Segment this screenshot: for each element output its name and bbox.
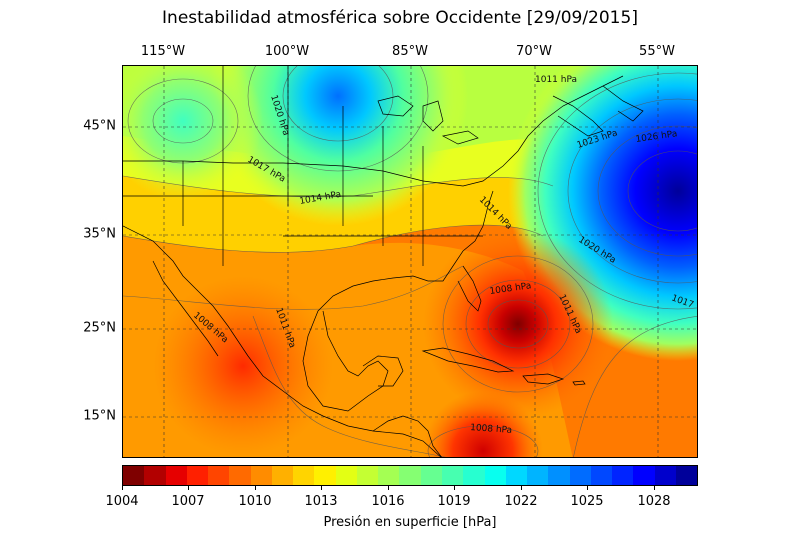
colorbar [122, 465, 698, 486]
longitude-label: 100°W [264, 44, 310, 59]
colorbar-tick [255, 486, 256, 490]
colorbar-tick-label: 1028 [637, 494, 671, 509]
colorbar-tick-label: 1025 [570, 494, 604, 509]
colorbar-tick-label: 1022 [504, 494, 538, 509]
colorbar-swatch [186, 466, 209, 485]
colorbar-swatch [208, 466, 230, 485]
colorbar-tick-label: 1016 [371, 494, 405, 509]
longitude-label: 70°W [516, 44, 552, 59]
colorbar-swatch [335, 466, 357, 485]
colorbar-swatch [144, 466, 166, 485]
colorbar-swatch [675, 466, 698, 485]
colorbar-tick [654, 486, 655, 490]
colorbar-tick [321, 486, 322, 490]
colorbar-swatch [569, 466, 591, 485]
coastlines [123, 66, 644, 457]
longitude-label: 55°W [639, 44, 675, 59]
colorbar-swatch [654, 466, 676, 485]
colorbar-swatch [633, 466, 655, 485]
colorbar-tick-label: 1007 [171, 494, 205, 509]
colorbar-tick [587, 486, 588, 490]
colorbar-tick [122, 486, 123, 490]
isobar-lines [123, 66, 697, 457]
latitude-label: 45°N [83, 118, 116, 134]
colorbar-swatch [378, 466, 400, 485]
colorbar-swatch [505, 466, 528, 485]
colorbar-tick [521, 486, 522, 490]
pressure-map: 1011 hPa 1020 hPa 1023 hPa 1026 hPa 1017… [122, 65, 698, 458]
colorbar-swatch [612, 466, 634, 485]
colorbar-swatch [548, 466, 570, 485]
colorbar-tick-label: 1010 [238, 494, 272, 509]
colorbar-swatch [293, 466, 315, 485]
colorbar-swatch [441, 466, 464, 485]
latitude-label: 15°N [83, 408, 116, 424]
latitude-label: 35°N [83, 226, 116, 242]
colorbar-swatch [420, 466, 442, 485]
colorbar-tick-label: 1019 [437, 494, 471, 509]
colorbar-tick [454, 486, 455, 490]
map-title: Inestabilidad atmosférica sobre Occident… [162, 8, 638, 28]
colorbar-swatch [356, 466, 379, 485]
longitude-label: 115°W [140, 44, 186, 59]
colorbar-tick [388, 486, 389, 490]
colorbar-tick-label: 1004 [105, 494, 139, 509]
colorbar-tick [188, 486, 189, 490]
colorbar-swatch [123, 466, 145, 485]
colorbar-swatch [165, 466, 187, 485]
colorbar-swatch [314, 466, 336, 485]
colorbar-swatch [484, 466, 506, 485]
colorbar-tick-label: 1013 [304, 494, 338, 509]
colorbar-swatch [590, 466, 613, 485]
colorbar-title: Presión en superficie [hPa] [323, 515, 497, 530]
colorbar-swatch [399, 466, 421, 485]
contour-label: 1008 hPa [470, 423, 513, 436]
colorbar-swatch [527, 466, 549, 485]
contour-label: 1011 hPa [535, 75, 577, 85]
colorbar-swatch [463, 466, 485, 485]
colorbar-swatch [229, 466, 251, 485]
latitude-label: 25°N [83, 320, 116, 336]
pressure-field-svg: 1011 hPa 1020 hPa 1023 hPa 1026 hPa 1017… [123, 66, 697, 457]
graticule [123, 66, 697, 457]
colorbar-swatch [271, 466, 294, 485]
longitude-label: 85°W [392, 44, 428, 59]
colorbar-swatch [250, 466, 272, 485]
